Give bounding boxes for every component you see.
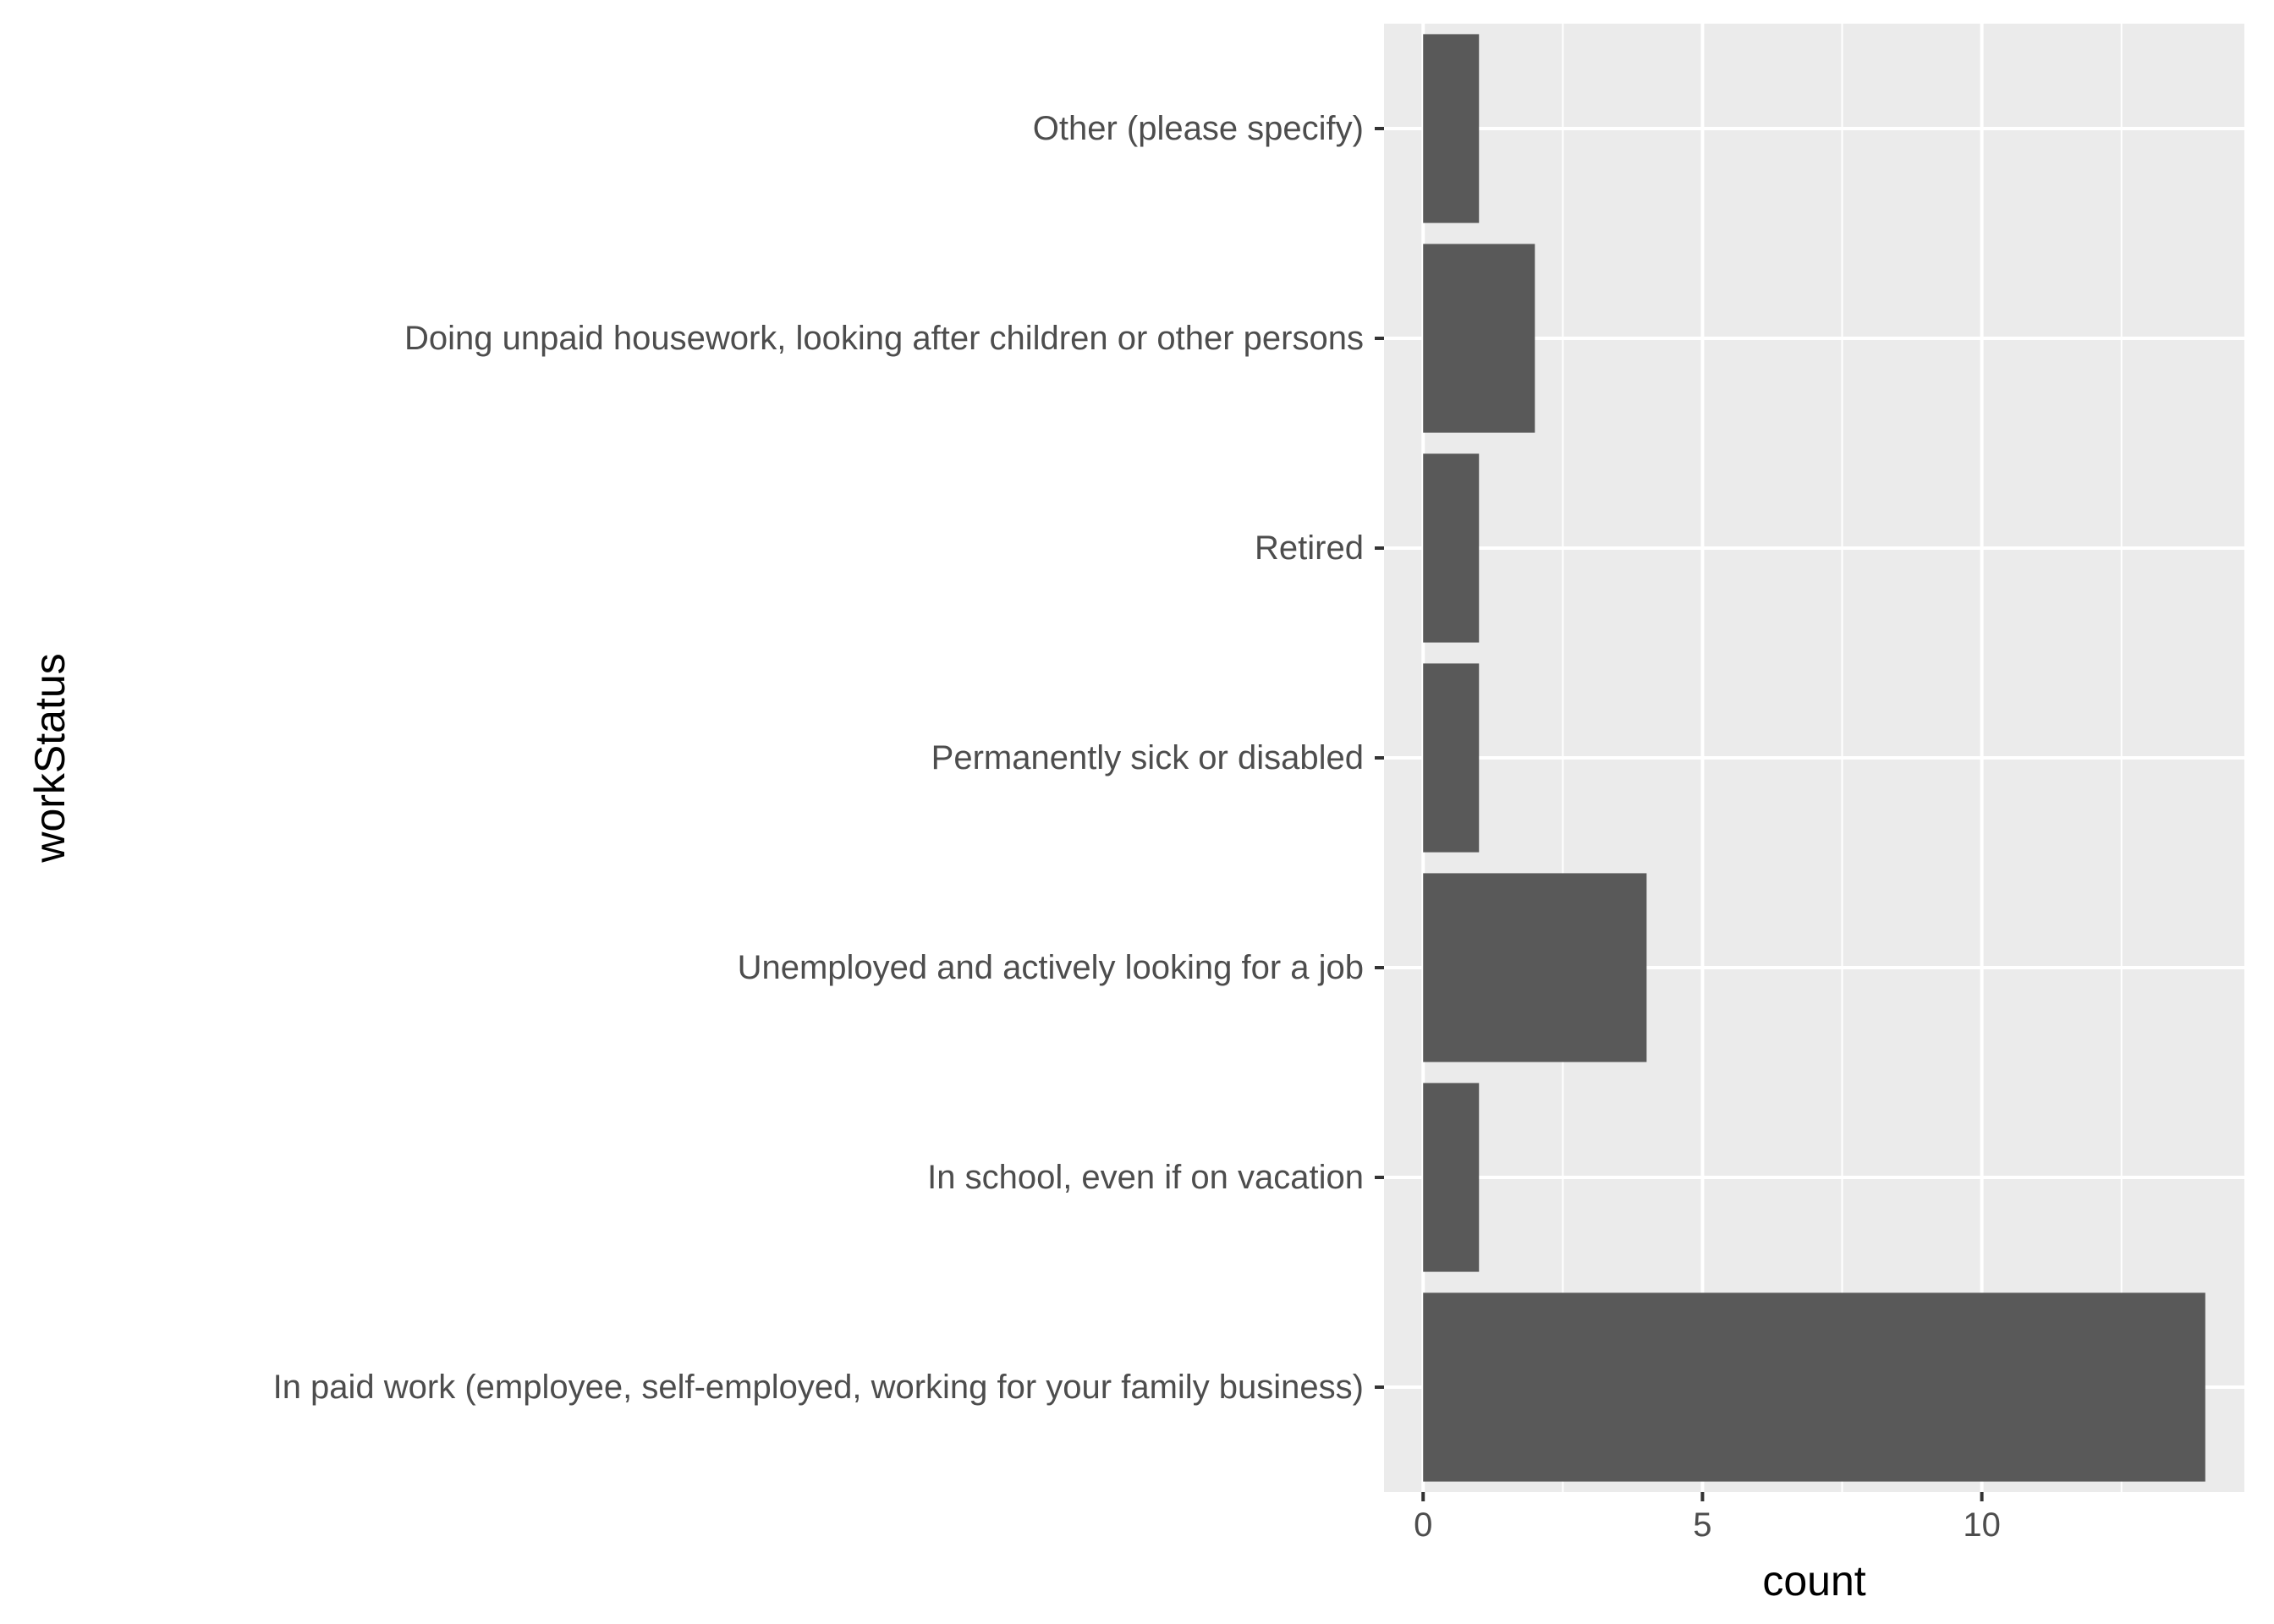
x-tick-label: 10 xyxy=(1963,1506,2001,1544)
y-axis-title: workStatus xyxy=(26,653,74,863)
y-tick-label: Unemployed and actively looking for a jo… xyxy=(738,949,1364,986)
y-tick-label: In school, even if on vacation xyxy=(927,1159,1364,1196)
y-tick-label: Doing unpaid housework, looking after ch… xyxy=(404,320,1364,357)
x-tick-label: 5 xyxy=(1693,1506,1711,1544)
bar xyxy=(1423,34,1480,223)
x-tick-label: 0 xyxy=(1414,1506,1432,1544)
y-tick-label: Other (please specify) xyxy=(1033,110,1364,147)
y-tick-label: In paid work (employee, self-employed, w… xyxy=(273,1369,1364,1406)
bar xyxy=(1423,663,1480,853)
y-tick-label: Permanently sick or disabled xyxy=(931,739,1364,776)
bar xyxy=(1423,1083,1480,1272)
bar xyxy=(1423,453,1480,643)
bar xyxy=(1423,244,1535,433)
y-axis: In paid work (employee, self-employed, w… xyxy=(273,110,1384,1406)
y-tick-label: Retired xyxy=(1255,529,1364,567)
x-axis-title: count xyxy=(1762,1557,1865,1605)
x-axis: 0 5 10 xyxy=(1414,1492,2001,1544)
bar xyxy=(1423,1292,2205,1482)
bars xyxy=(1423,34,2205,1482)
bar xyxy=(1423,873,1647,1062)
